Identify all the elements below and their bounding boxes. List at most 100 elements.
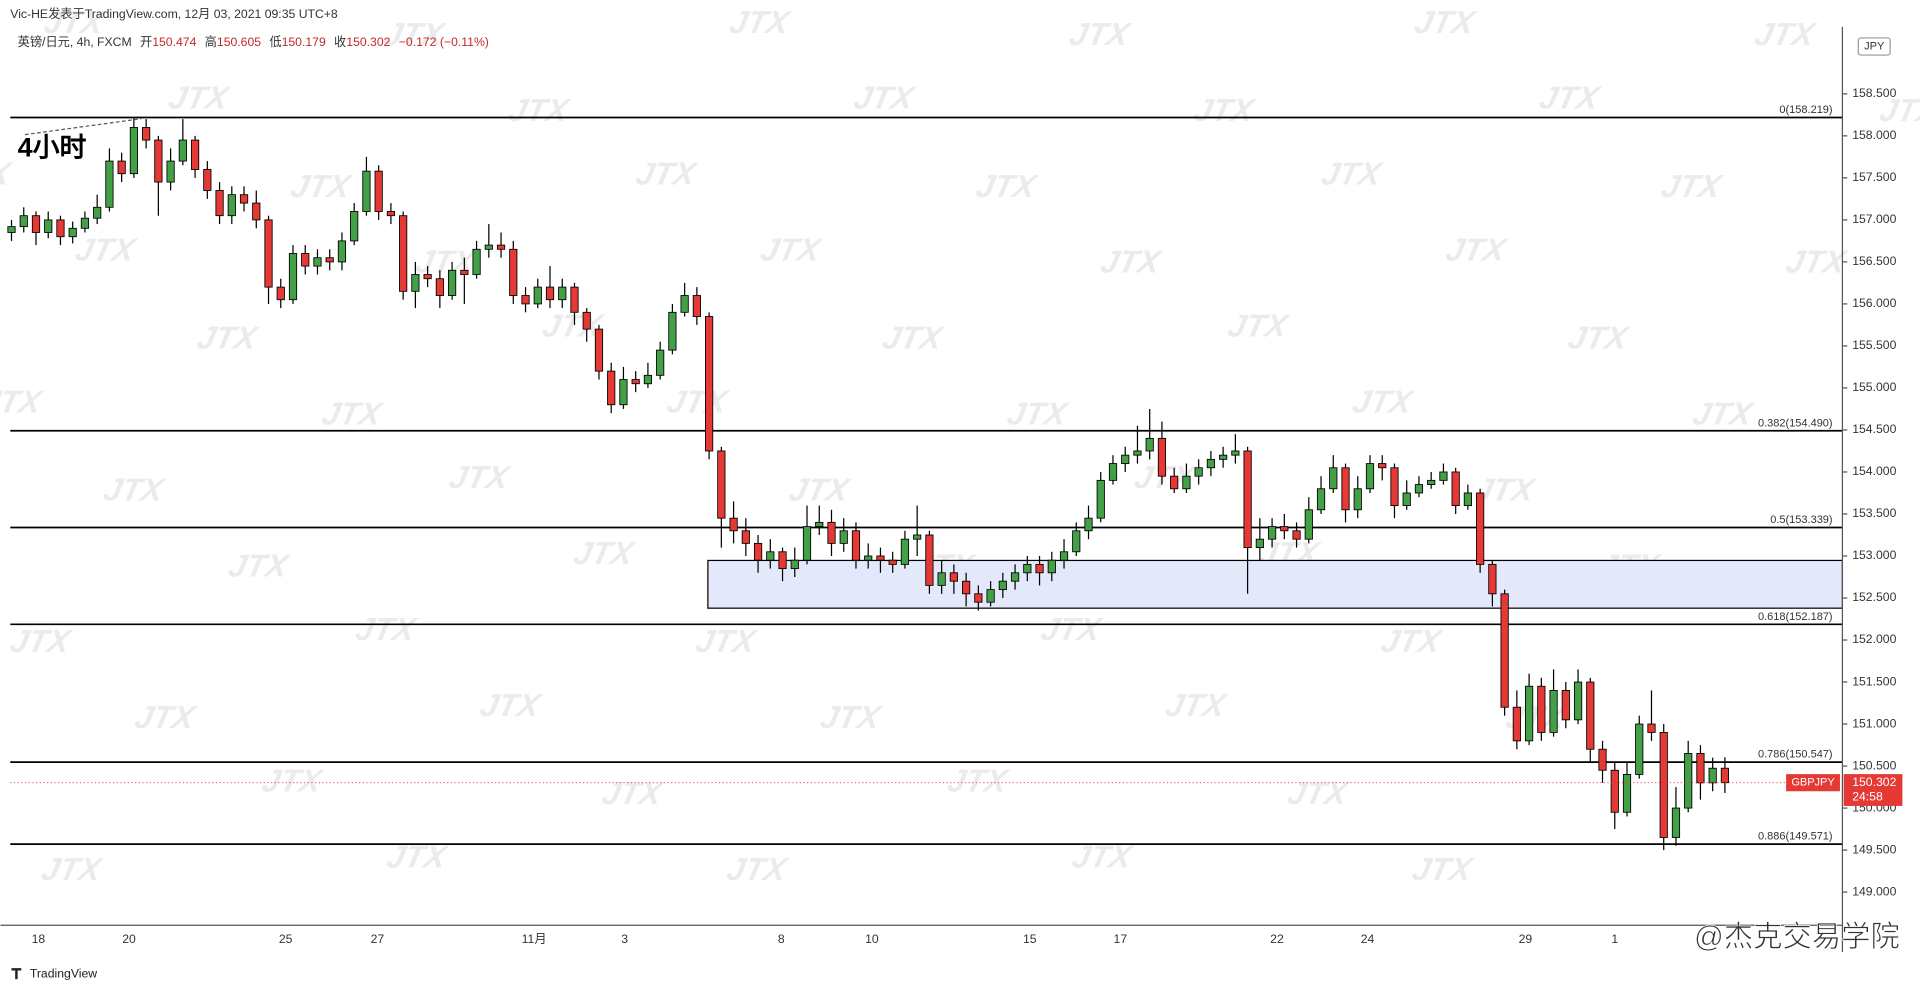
candle-body [692,295,701,317]
y-tick-label: 153.500 [1852,506,1896,520]
candle-body [1133,450,1142,456]
watermark: JTX [1098,244,1166,280]
legend-low-label: 低 [269,35,281,49]
candle-body [1035,563,1044,574]
candle-body [986,589,995,603]
footer-watermark: @杰克交易学院 [1694,920,1900,953]
watermarks: JTX JTX JTX JTX JTX JTX JTX JTX JTX JTX JTX JTX JTX J… [0,4,1920,887]
candle-body [1439,471,1448,481]
watermark: JTX [225,548,293,584]
y-tick-label: 154.000 [1852,464,1896,478]
watermark: JTX [1412,4,1480,40]
watermark: JTX [1004,396,1072,432]
candle-body [998,580,1007,591]
candle-body [753,542,763,561]
candle-body [276,286,285,301]
candle-body [1598,748,1607,771]
candle-body [1010,572,1020,582]
candle-body [374,170,383,212]
watermark: JTX [973,168,1041,204]
watermark: JTX [1318,156,1386,192]
candle-body [1316,488,1326,511]
candle-body [1561,689,1570,721]
candle-body [325,257,334,263]
watermark: JTX [477,687,545,723]
watermark: JTX [1225,308,1293,344]
candle-body [925,534,934,586]
x-tick-label: 25 [279,932,293,946]
candle-body [937,572,946,586]
candle-body [1451,471,1460,507]
candle-body [570,286,579,313]
watermark: JTX [1349,384,1417,420]
candle-body [1145,437,1154,452]
watermark: JTX [1378,623,1446,659]
candle-body [1696,753,1705,784]
candle-body [509,248,518,296]
candle-body [117,160,126,175]
watermark: JTX [817,699,885,735]
level-label: 0.886(149.571) [1758,831,1833,843]
candle-body [668,311,677,351]
countdown: 24:58 [1852,790,1883,804]
candle-body [656,349,665,376]
watermark: JTX [166,80,234,116]
candle-body [386,211,396,217]
candle-body [1586,681,1595,750]
annotation-line [24,118,142,136]
y-tick-label: 152.500 [1852,590,1896,604]
watermark: JTX [726,4,794,40]
candle-body [166,160,175,183]
x-tick-label: 29 [1519,932,1533,946]
candle-body [93,206,102,219]
watermark: JTX [786,472,854,508]
candle-body [864,555,873,561]
plot: 0(158.219) 0.382(154.490) 0.5(153.339) 0.61… [7,104,1844,851]
candle-body [717,450,726,519]
watermark: JTX [101,472,169,508]
candle-body [447,269,457,296]
legend: 英镑/日元, 4h, FXCM 开150.474 高150.605 低150.1… [18,34,489,49]
y-tick-label: 156.500 [1852,254,1896,268]
candle-body [1121,454,1130,464]
x-tick-label: 20 [122,932,136,946]
candle-body [1341,467,1350,511]
candle-body [1659,732,1668,838]
candle-body [203,169,212,191]
legend-change: −0.172 (−0.11%) [399,35,489,49]
candle-body [105,160,114,208]
candle-body [705,316,714,452]
x-tick-label: 1 [1611,932,1618,946]
watermark: JTX [506,92,574,128]
candle-body [521,295,530,305]
watermark: JTX [1876,92,1920,128]
candle-body [790,559,799,570]
candle-body [337,240,347,263]
legend-symbol: 英镑/日元, 4h, FXCM [18,34,132,49]
candle-body [301,253,310,267]
candle-body [1512,706,1521,742]
watermark: JTX [1066,16,1134,52]
watermark: JTX [1565,320,1633,356]
watermark: JTX [571,535,639,571]
watermark: JTX [381,16,449,52]
candle-body [7,226,16,233]
candle-body [56,219,65,238]
candle-body [80,217,90,229]
candle-body [44,219,53,233]
candle-body [741,530,750,544]
candle-body [129,127,138,175]
level-label: 0.786(150.547) [1758,749,1833,761]
watermark: JTX [319,396,387,432]
candle-body [142,127,151,141]
watermark: JTX [693,623,761,659]
candle-body [1206,458,1215,469]
candle-body [1170,475,1179,490]
candle-body [1427,479,1436,485]
candle-body [962,580,971,595]
candle-body [1476,492,1485,565]
currency-box [1857,37,1891,56]
